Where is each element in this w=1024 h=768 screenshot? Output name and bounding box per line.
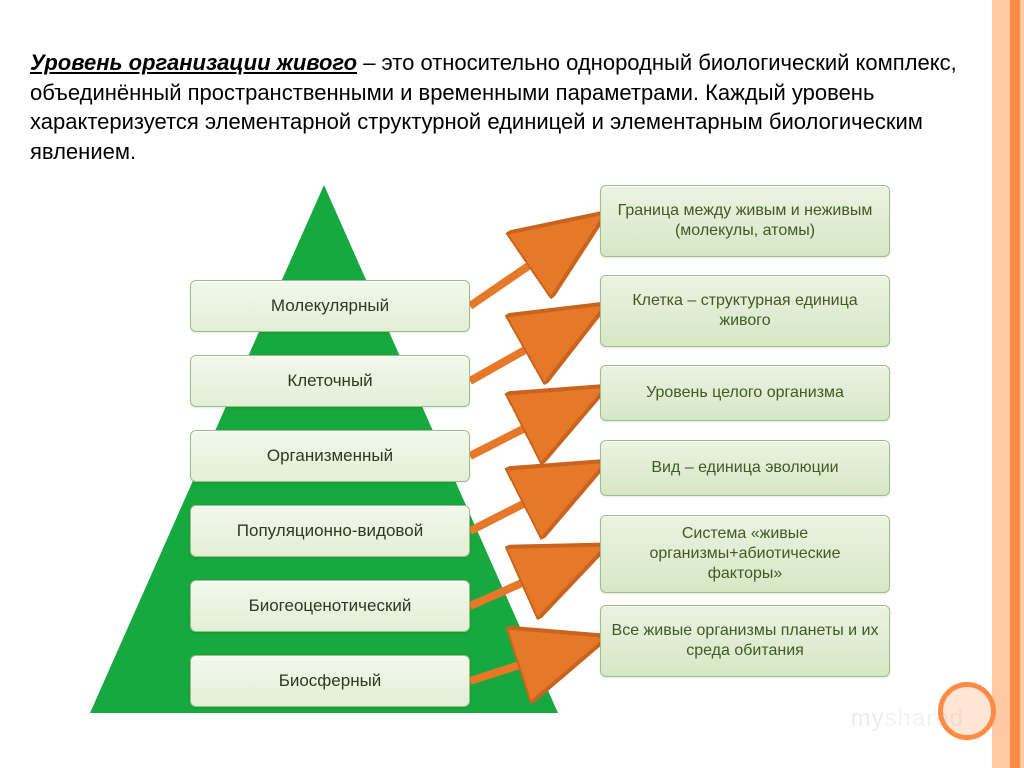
level-label: Молекулярный xyxy=(190,280,470,332)
level-description: Клетка – структурная единица живого xyxy=(600,275,890,347)
watermark-left: my xyxy=(851,705,885,732)
level-label: Организменный xyxy=(190,430,470,482)
definition-paragraph: Уровень организации живого – это относит… xyxy=(30,48,960,167)
watermark: myshared xyxy=(851,705,964,733)
watermark-right: shared xyxy=(885,705,964,732)
level-label: Биосферный xyxy=(190,655,470,707)
level-description: Вид – единица эволюции xyxy=(600,440,890,496)
level-description: Уровень целого организма xyxy=(600,365,890,421)
level-label: Популяционно-видовой xyxy=(190,505,470,557)
level-description: Система «живые организмы+абиотические фа… xyxy=(600,515,890,593)
levels-diagram: Молекулярный Граница между живым и неживы… xyxy=(90,185,940,740)
level-label: Клеточный xyxy=(190,355,470,407)
level-description: Все живые организмы планеты и их среда о… xyxy=(600,605,890,677)
definition-term: Уровень организации живого xyxy=(30,50,357,75)
slide-content: Уровень организации живого – это относит… xyxy=(30,48,960,167)
level-description: Граница между живым и неживым (молекулы,… xyxy=(600,185,890,257)
level-label: Биогеоценотический xyxy=(190,580,470,632)
side-accent-inner xyxy=(1010,0,1020,768)
